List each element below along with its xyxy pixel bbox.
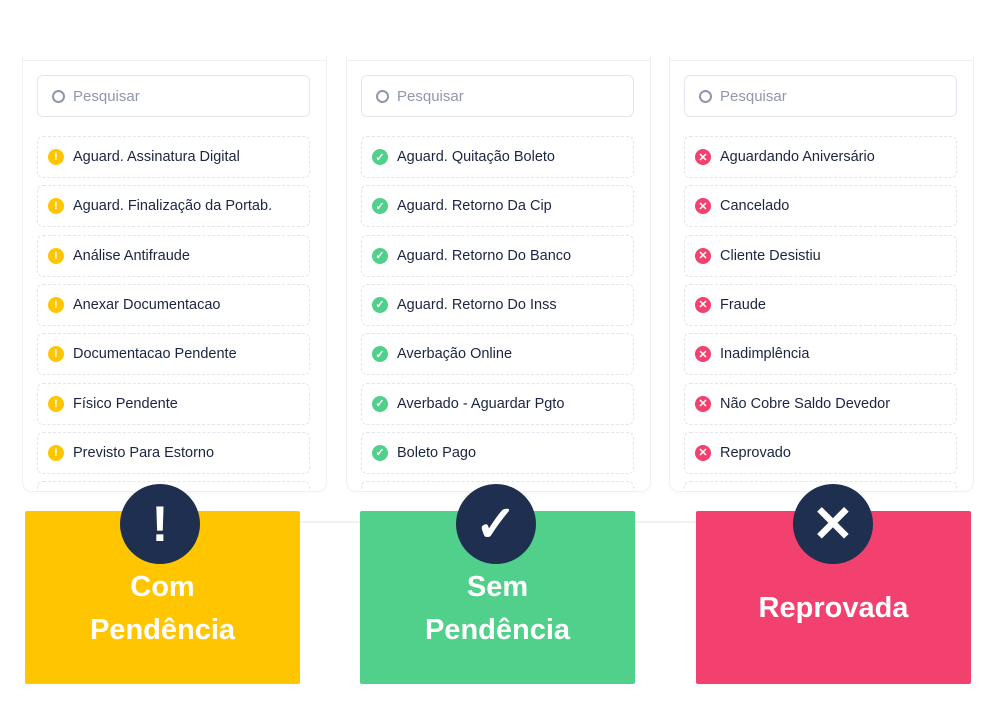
status-label: Anexar Documentacao (73, 296, 221, 313)
status-list-item[interactable]: ! Análise Antifraude (37, 234, 310, 277)
status-label: Averbado - Aguardar Pgto (397, 395, 565, 412)
status-list-item[interactable]: ✓ Averbação Online (361, 333, 634, 376)
status-label: Cliente Desistiu (720, 247, 821, 264)
x-icon: ✕ (695, 444, 711, 461)
status-panel-pending: Pesquisar! Aguard. Assinatura Digital! Agu… (22, 55, 327, 492)
status-list-item[interactable]: ! Previsto Para Estorno (37, 431, 310, 474)
exclamation-icon: ! (120, 484, 200, 564)
status-label: Aguardando Aniversário (720, 149, 875, 165)
search-icon (699, 89, 712, 103)
category-card-rejected: Reprovada (696, 511, 971, 684)
status-list-item[interactable] (684, 481, 957, 491)
status-label: Não Cobre Saldo Devedor (720, 395, 891, 412)
status-list-item[interactable]: ✕ Reprovado (684, 431, 957, 474)
status-label: Fraude (720, 296, 766, 313)
card-title-line1: Com (130, 570, 195, 603)
x-icon: ✕ (695, 247, 711, 264)
x-icon: ✕ (695, 198, 711, 215)
status-label: Análise Antifraude (73, 247, 190, 264)
exclamation-icon: ! (48, 149, 64, 165)
card-title-line1: Reprovada (758, 592, 909, 624)
x-icon: ✕ (695, 296, 711, 313)
status-list-item[interactable] (361, 481, 634, 491)
status-label: Aguard. Retorno Do Banco (397, 247, 572, 264)
status-list-item[interactable]: ✕ Aguardando Aniversário (684, 136, 957, 178)
search-icon (52, 89, 65, 103)
status-list-item[interactable]: ✓ Aguard. Quitação Boleto (361, 136, 634, 178)
status-list-item[interactable] (37, 481, 310, 491)
check-icon: ✓ (372, 346, 388, 363)
status-label: Previsto Para Estorno (73, 444, 215, 461)
x-icon: ✕ (793, 484, 873, 564)
search-placeholder: Pesquisar (73, 87, 140, 105)
card-title-line2: Pendência (424, 613, 571, 646)
status-label: Reprovado (720, 444, 791, 461)
status-label: Aguard. Assinatura Digital (73, 149, 240, 165)
check-icon: ✓ (372, 247, 388, 264)
status-list-item[interactable]: ✓ Boleto Pago (361, 431, 634, 474)
status-list-item[interactable]: ! Anexar Documentacao (37, 283, 310, 326)
status-list-item[interactable]: ✕ Cancelado (684, 185, 957, 228)
exclamation-icon: ! (48, 346, 64, 363)
status-list-item[interactable]: ✕ Inadimplência (684, 333, 957, 376)
status-list-item[interactable]: ! Aguard. Assinatura Digital (37, 136, 310, 178)
search-input[interactable]: Pesquisar (37, 75, 310, 117)
exclamation-icon: ! (48, 444, 64, 461)
status-label: Inadimplência (720, 346, 810, 363)
exclamation-icon: ! (48, 395, 64, 412)
status-label: Aguard. Finalização da Portab. (73, 198, 273, 215)
status-label: Cancelado (720, 198, 790, 215)
status-label: Aguard. Quitação Boleto (397, 149, 555, 165)
status-list-item[interactable]: ✓ Aguard. Retorno Do Banco (361, 234, 634, 277)
search-placeholder: Pesquisar (720, 87, 787, 105)
check-icon: ✓ (372, 395, 388, 412)
check-icon: ✓ (372, 296, 388, 313)
search-icon (376, 89, 389, 103)
status-label: Boleto Pago (397, 444, 477, 461)
check-icon: ✓ (372, 198, 388, 215)
search-input[interactable]: Pesquisar (361, 75, 634, 117)
status-list-item[interactable]: ✕ Fraude (684, 283, 957, 326)
status-panel-rejected: Pesquisar ✕ Aguardando Aniversário ✕ Cancela… (669, 55, 974, 492)
status-list-item[interactable]: ✓ Aguard. Retorno Da Cip (361, 185, 634, 228)
status-label: Documentacao Pendente (73, 346, 237, 363)
exclamation-icon: ! (48, 247, 64, 264)
status-list-item[interactable]: ✓ Aguard. Retorno Do Inss (361, 283, 634, 326)
status-list-item[interactable]: ! Físico Pendente (37, 382, 310, 425)
exclamation-icon: ! (48, 198, 64, 215)
check-icon: ✓ (456, 484, 536, 564)
x-icon: ✕ (695, 346, 711, 363)
check-icon: ✓ (372, 149, 388, 165)
x-icon: ✕ (695, 149, 711, 165)
status-list-item[interactable]: ! Documentacao Pendente (37, 333, 310, 376)
status-panel-ok: Pesquisar ✓ Aguard. Quitação Boleto ✓ Aguard… (346, 55, 651, 492)
status-label: Aguard. Retorno Da Cip (397, 198, 552, 215)
status-label: Físico Pendente (73, 395, 178, 412)
card-title-line1: Sem (466, 570, 529, 603)
exclamation-icon: ! (48, 296, 64, 313)
status-list-item[interactable]: ✓ Averbado - Aguardar Pgto (361, 382, 634, 425)
status-label: Aguard. Retorno Do Inss (397, 296, 557, 313)
search-input[interactable]: Pesquisar (684, 75, 957, 117)
check-icon: ✓ (372, 444, 388, 461)
search-placeholder: Pesquisar (397, 87, 464, 105)
x-icon: ✕ (695, 395, 711, 412)
status-list-item[interactable]: ✕ Não Cobre Saldo Devedor (684, 382, 957, 425)
status-list-item[interactable]: ✕ Cliente Desistiu (684, 234, 957, 277)
status-list-item[interactable]: ! Aguard. Finalização da Portab. (37, 185, 310, 228)
card-title-line2: Pendência (89, 613, 236, 646)
status-label: Averbação Online (397, 346, 513, 363)
